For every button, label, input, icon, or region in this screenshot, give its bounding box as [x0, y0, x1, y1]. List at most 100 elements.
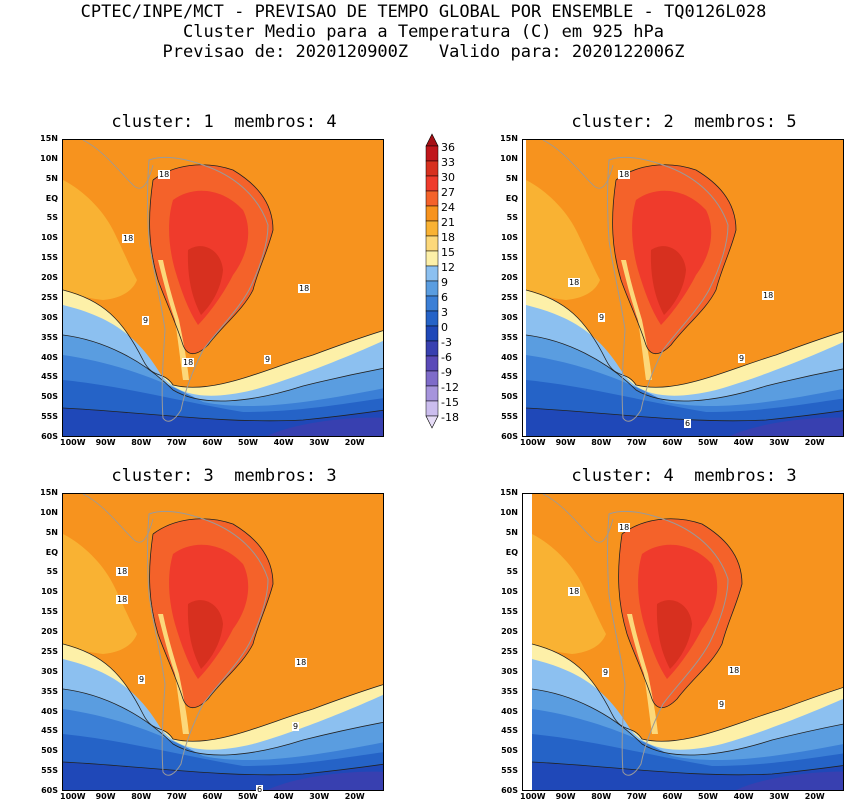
latitude-tick-label: 35S [41, 686, 58, 696]
latitude-tick-label: 55S [501, 412, 518, 422]
colorbar-swatch [425, 370, 439, 387]
colorbar-swatch [425, 400, 439, 417]
latitude-tick-label: 60S [501, 432, 518, 441]
latitude-tick-label: 45S [501, 372, 518, 382]
colorbar-tick-label: 30 [441, 171, 455, 184]
colorbar-min-arrow [425, 415, 439, 429]
latitude-tick-label: 5S [506, 567, 518, 577]
temperature-map [62, 493, 384, 791]
latitude-tick-label: 5N [505, 527, 518, 537]
longitude-tick-label: 80W [591, 438, 612, 447]
colorbar-tick-label: 15 [441, 246, 455, 259]
longitude-tick-label: 40W [273, 438, 294, 447]
colorbar-tick-label: 36 [441, 141, 455, 154]
latitude-tick-label: 10N [500, 507, 518, 517]
colorbar-swatch [425, 235, 439, 252]
latitude-tick-label: 25S [501, 646, 518, 656]
colorbar-tick-label: 0 [441, 321, 448, 334]
longitude-tick-label: 90W [555, 438, 576, 447]
latitude-tick-label: 40S [41, 706, 58, 716]
main-title: CPTEC/INPE/MCT - PREVISAO DE TEMPO GLOBA… [80, 2, 767, 22]
colorbar-swatch [425, 220, 439, 237]
colorbar-swatch [425, 160, 439, 177]
forecast-dates: Previsao de: 2020120900Z Valido para: 20… [162, 42, 685, 62]
latitude-tick-label: 25S [41, 292, 58, 302]
colorbar-swatch [425, 280, 439, 297]
contour-label: 18 [116, 567, 129, 576]
latitude-tick-label: 20S [501, 627, 518, 637]
latitude-tick-label: 35S [501, 332, 518, 342]
latitude-tick-label: 15S [41, 253, 58, 263]
longitude-tick-label: 50W [238, 438, 258, 447]
latitude-tick-label: 55S [501, 766, 518, 776]
colorbar-tick-label: -18 [441, 411, 459, 424]
contour-label: 9 [718, 700, 726, 709]
longitude-tick-label: 20W [804, 438, 825, 447]
temperature-map [62, 139, 384, 437]
latitude-tick-label: 35S [501, 686, 518, 696]
longitude-tick-label: 40W [733, 792, 754, 801]
contour-label: 9 [138, 675, 146, 684]
latitude-tick-label: 15S [501, 607, 518, 617]
colorbar-tick-label: -9 [441, 366, 452, 379]
latitude-tick-label: 60S [501, 786, 518, 795]
latitude-tick-label: EQ [505, 547, 518, 557]
colorbar-swatch [425, 250, 439, 267]
longitude-tick-label: 80W [131, 438, 152, 447]
latitude-tick-label: 30S [501, 312, 518, 322]
latitude-tick-label: 5N [45, 173, 58, 183]
latitude-tick-label: 5S [46, 567, 58, 577]
contour-label: 18 [182, 358, 195, 367]
latitude-tick-label: 20S [41, 273, 58, 283]
panel-title: cluster: 2 membros: 5 [571, 112, 797, 132]
latitude-tick-label: 10N [40, 153, 58, 163]
subtitle: Cluster Medio para a Temperatura (C) em … [182, 22, 665, 42]
latitude-tick-label: 15N [40, 488, 58, 497]
longitude-tick-label: 50W [698, 438, 718, 447]
contour-label: 18 [728, 666, 741, 675]
colorbar-swatch [425, 145, 439, 162]
latitude-tick-label: 40S [41, 352, 58, 362]
colorbar-swatch [425, 205, 439, 222]
longitude-tick-label: 60W [202, 438, 223, 447]
latitude-tick-label: EQ [505, 193, 518, 203]
colorbar-swatch [425, 340, 439, 357]
latitude-tick-label: 15N [40, 134, 58, 143]
longitude-tick-label: 80W [131, 792, 152, 801]
latitude-tick-label: 10N [40, 507, 58, 517]
latitude-tick-label: 20S [41, 627, 58, 637]
contour-label: 9 [598, 313, 606, 322]
panel-title: cluster: 3 membros: 3 [111, 466, 337, 486]
colorbar-tick-label: -3 [441, 336, 452, 349]
latitude-tick-label: 5N [505, 173, 518, 183]
latitude-tick-label: 15S [41, 607, 58, 617]
contour-label: 9 [602, 668, 610, 677]
longitude-tick-label: 70W [166, 792, 187, 801]
latitude-tick-label: 50S [501, 392, 518, 402]
colorbar-swatch [425, 190, 439, 207]
colorbar-swatch [425, 295, 439, 312]
colorbar-tick-label: -12 [441, 381, 459, 394]
longitude-tick-label: 30W [309, 792, 330, 801]
latitude-tick-label: 15N [500, 134, 518, 143]
colorbar-tick-label: 24 [441, 201, 455, 214]
longitude-tick-label: 20W [344, 792, 365, 801]
colorbar-tick-label: 12 [441, 261, 455, 274]
contour-label: 18 [122, 234, 135, 243]
latitude-tick-label: 50S [41, 392, 58, 402]
latitude-tick-label: 40S [501, 706, 518, 716]
contour-label: 18 [295, 658, 308, 667]
colorbar-tick-label: 18 [441, 231, 455, 244]
longitude-tick-label: 90W [555, 792, 576, 801]
latitude-tick-label: 50S [41, 746, 58, 756]
latitude-tick-label: 5S [506, 213, 518, 223]
longitude-tick-label: 90W [95, 438, 116, 447]
latitude-tick-label: 30S [41, 666, 58, 676]
latitude-tick-label: 15S [501, 253, 518, 263]
latitude-tick-label: 60S [41, 432, 58, 441]
colorbar-tick-label: 9 [441, 276, 448, 289]
longitude-tick-label: 20W [804, 792, 825, 801]
contour-label: 9 [292, 722, 300, 731]
temperature-map [522, 493, 844, 791]
colorbar-swatch [425, 265, 439, 282]
